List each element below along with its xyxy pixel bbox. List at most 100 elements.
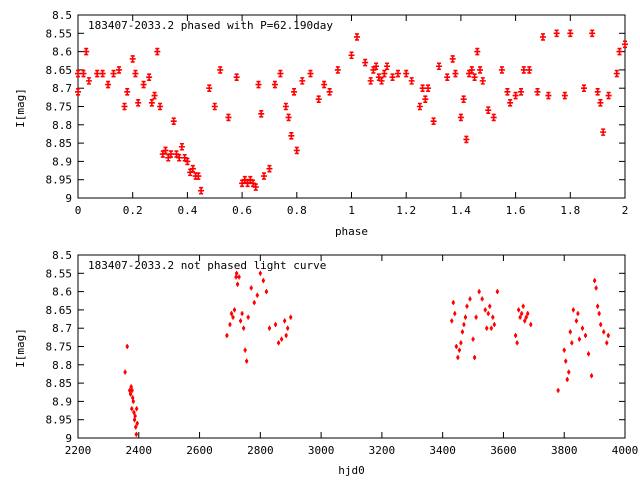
data-point [460, 95, 467, 103]
data-point [154, 47, 161, 56]
data-point [286, 325, 290, 331]
data-point [450, 318, 454, 324]
data-point [238, 318, 243, 324]
x-tick-label: 1.2 [396, 204, 416, 217]
y-tick-label: 8.7 [52, 322, 72, 335]
data-point [131, 398, 135, 404]
data-point [225, 333, 229, 339]
data-point [594, 285, 598, 291]
data-point [526, 66, 533, 74]
unphased-light-curve-panel: 2200 2400 2600 2800 3000 3200 3400 3600 3800 4000… [14, 249, 638, 477]
data-point [468, 66, 475, 74]
data-point [140, 80, 147, 89]
x-tick-label: 2600 [186, 444, 213, 457]
data-point [228, 322, 232, 328]
data-point [277, 69, 284, 78]
data-point [135, 99, 142, 107]
data-point [94, 69, 101, 78]
data-point [570, 340, 574, 346]
data-series [75, 29, 628, 195]
data-point [247, 175, 254, 184]
data-point [477, 289, 481, 295]
x-tick-label: 3200 [369, 444, 396, 457]
data-point [283, 318, 287, 324]
data-point [472, 354, 477, 360]
data-point [132, 409, 136, 415]
data-point [577, 336, 582, 342]
data-point [463, 314, 468, 320]
data-point [135, 420, 139, 426]
data-point [613, 69, 620, 78]
data-point [353, 33, 360, 41]
data-point [129, 384, 133, 390]
y-tick-label: 8.6 [52, 46, 72, 59]
data-point [518, 88, 525, 96]
data-point [189, 164, 196, 173]
data-point [321, 80, 328, 89]
x-tick-label: 3000 [308, 444, 335, 457]
x-tick-label: 0.2 [123, 204, 143, 217]
data-point [567, 29, 574, 38]
data-point [299, 77, 306, 85]
data-point [596, 303, 600, 309]
data-point [261, 278, 265, 284]
data-point [242, 325, 246, 331]
data-point [135, 406, 139, 412]
plot-frame [77, 254, 626, 439]
data-point [389, 73, 396, 82]
data-point [416, 102, 423, 111]
x-tick-label: 2400 [126, 444, 153, 457]
x-tick-label: 0.6 [232, 204, 252, 217]
data-point [178, 142, 185, 151]
y-tick-label: 8.5 [52, 9, 72, 22]
y-tick-label: 8.8 [52, 119, 72, 132]
data-point [498, 66, 505, 74]
data-point [403, 69, 410, 78]
data-point [589, 373, 594, 379]
data-point [495, 289, 499, 295]
data-point [453, 311, 457, 317]
data-point [561, 91, 568, 100]
data-point [562, 347, 566, 353]
data-point [134, 424, 138, 430]
data-point [237, 274, 241, 280]
data-point [211, 102, 218, 111]
data-point [258, 110, 265, 118]
data-point [132, 69, 139, 78]
data-point [271, 80, 278, 89]
data-point [231, 314, 235, 320]
data-point [517, 307, 521, 313]
data-point [206, 84, 213, 92]
data-point [384, 62, 391, 71]
data-point [515, 340, 519, 346]
data-point [128, 387, 132, 393]
data-point [241, 175, 248, 184]
data-point [289, 314, 293, 320]
y-tick-label: 8.95 [46, 414, 73, 427]
data-point [370, 66, 377, 74]
data-point [280, 336, 284, 342]
data-point [462, 322, 466, 328]
data-point [526, 311, 530, 317]
x-tick-label: 3800 [551, 444, 578, 457]
data-point [534, 88, 541, 96]
y-tick-label: 8.75 [46, 341, 73, 354]
data-point [267, 325, 272, 331]
data-point [234, 274, 238, 280]
data-point [151, 91, 158, 100]
data-point [334, 66, 341, 74]
data-point [217, 66, 224, 74]
data-point [176, 153, 183, 162]
data-point [524, 314, 528, 320]
data-point [243, 347, 247, 353]
data-point [167, 150, 174, 158]
data-point [184, 157, 191, 166]
data-point [75, 69, 81, 78]
data-point [293, 146, 300, 155]
data-point [288, 131, 295, 140]
data-point [187, 168, 194, 177]
data-point [326, 88, 333, 96]
data-point [273, 322, 278, 328]
data-point [593, 278, 597, 284]
data-point [606, 333, 610, 339]
